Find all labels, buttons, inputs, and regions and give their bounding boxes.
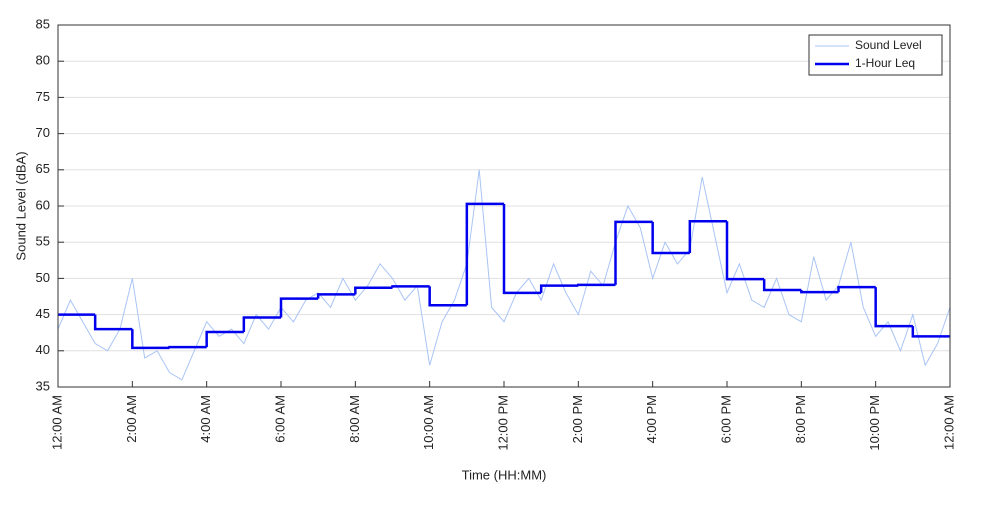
legend-label: Sound Level — [855, 38, 922, 52]
leq-step — [502, 203, 542, 295]
y-tick-label: 35 — [36, 378, 50, 393]
sound-level-line — [57, 169, 951, 381]
y-tick-label: 65 — [36, 161, 50, 176]
y-tick-label: 40 — [36, 342, 50, 357]
legend-box — [808, 34, 943, 76]
y-tick-label: 80 — [36, 53, 50, 68]
leq-step — [93, 314, 133, 331]
y-tick-label: 85 — [36, 16, 50, 31]
leq-step — [837, 285, 876, 293]
leq-step — [242, 316, 281, 332]
leq-step — [168, 345, 207, 349]
leq-step — [874, 287, 913, 328]
leq-step — [428, 286, 467, 307]
leq-step — [354, 286, 393, 295]
x-tick-label: 2:00 PM — [570, 395, 585, 443]
legend-label: 1-Hour Leq — [855, 56, 915, 70]
x-tick-label: 6:00 AM — [272, 395, 287, 443]
x-tick-label: 10:00 AM — [421, 395, 436, 450]
leq-step — [762, 279, 802, 292]
x-tick-label: 2:00 AM — [124, 395, 139, 443]
leq-step — [391, 285, 430, 288]
leq-step — [539, 284, 579, 293]
leq-step — [279, 297, 319, 318]
x-tick-label: 6:00 PM — [718, 395, 733, 443]
y-tick-label: 45 — [36, 306, 50, 321]
x-axis-label: Time (HH:MM) — [462, 467, 547, 482]
y-tick-label: 55 — [36, 234, 50, 249]
leq-step — [205, 330, 244, 348]
leq-step — [725, 221, 765, 281]
x-tick-label: 8:00 AM — [347, 395, 362, 443]
leq-step — [800, 289, 839, 294]
leq-step — [651, 221, 690, 255]
leq-step — [911, 326, 950, 338]
x-tick-label: 10:00 PM — [867, 395, 882, 451]
leq-step — [131, 329, 170, 350]
leq-step — [465, 202, 504, 306]
y-axis-label: Sound Level (dBA) — [13, 151, 28, 260]
x-tick-label: 4:00 PM — [644, 395, 659, 443]
x-tick-label: 12:00 AM — [941, 395, 956, 450]
leq-step — [577, 283, 616, 287]
x-tick-label: 12:00 PM — [495, 395, 510, 451]
leq-step — [688, 219, 727, 254]
y-tick-label: 70 — [36, 125, 50, 140]
x-tick-label: 8:00 PM — [793, 395, 808, 443]
plot-frame — [57, 24, 951, 388]
y-tick-label: 75 — [36, 89, 50, 104]
y-tick-label: 60 — [36, 197, 50, 212]
leq-step — [316, 293, 356, 299]
leq-step — [614, 220, 653, 285]
x-tick-label: 12:00 AM — [49, 395, 64, 450]
x-tick-label: 4:00 AM — [198, 395, 213, 443]
y-tick-label: 50 — [36, 270, 50, 285]
